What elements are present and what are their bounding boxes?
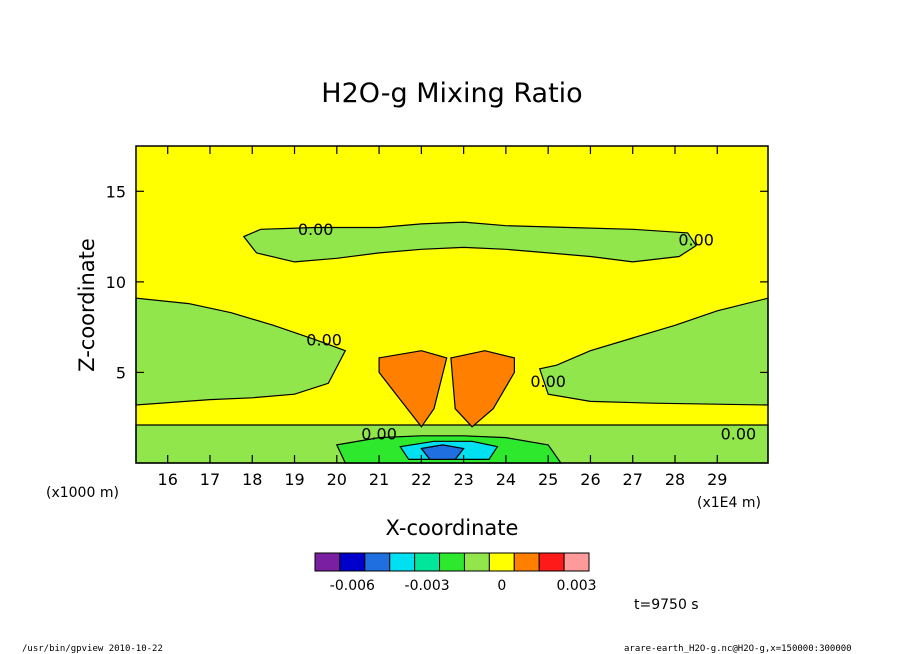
colorbar-swatch bbox=[414, 552, 441, 572]
contour-label: 0.00 bbox=[306, 330, 342, 349]
contour-region-1 bbox=[538, 297, 769, 406]
contour-region-2 bbox=[242, 221, 697, 263]
x-axis-title: X-coordinate bbox=[386, 516, 519, 540]
colorbar-swatch bbox=[389, 552, 416, 572]
contour-label: 0.00 bbox=[530, 372, 566, 391]
plot-area: 0.00 0.00 0.00 0.00 0.00 0.00 bbox=[135, 146, 769, 464]
y-tick-label: 5 bbox=[116, 363, 126, 382]
contour-label: 0.00 bbox=[678, 231, 714, 250]
colorbar: -0.006 -0.003 0 0.003 bbox=[314, 552, 597, 594]
colorbar-label: 0.003 bbox=[556, 578, 596, 594]
footer-right: arare-earth_H2O-g.nc@H2O-g,x=150000:3000… bbox=[624, 644, 852, 654]
footer-left: /usr/bin/gpview 2010-10-22 bbox=[22, 644, 163, 654]
colorbar-swatch bbox=[538, 552, 565, 572]
colorbar-swatch bbox=[488, 552, 515, 572]
contour-region-6 bbox=[420, 444, 465, 460]
contour-region-8 bbox=[450, 350, 516, 428]
colorbar-swatch bbox=[314, 552, 341, 572]
x-tick-label: 23 bbox=[453, 470, 473, 489]
contour-label: 0.00 bbox=[298, 220, 334, 239]
background-level bbox=[136, 146, 768, 463]
x-tick-label: 18 bbox=[242, 470, 262, 489]
plot-frame bbox=[135, 145, 769, 464]
x-tick-label: 26 bbox=[580, 470, 600, 489]
colorbar-label: -0.003 bbox=[405, 578, 450, 594]
colorbar-swatch bbox=[563, 552, 590, 572]
x-unit-note: (x1E4 m) bbox=[697, 495, 761, 511]
x-tick-label: 17 bbox=[200, 470, 220, 489]
x-tick-label: 28 bbox=[665, 470, 685, 489]
x-tick-label: 16 bbox=[158, 470, 178, 489]
time-label: t=9750 s bbox=[634, 597, 699, 613]
colorbar-swatch bbox=[364, 552, 391, 572]
contour-region-7 bbox=[378, 350, 448, 428]
colorbar-label: 0 bbox=[497, 578, 506, 594]
colorbar-swatch bbox=[439, 552, 465, 572]
x-tick-label: 29 bbox=[707, 470, 727, 489]
colorbar-label: -0.006 bbox=[330, 578, 375, 594]
colorbar-swatch bbox=[339, 552, 366, 572]
x-tick-label: 25 bbox=[538, 470, 558, 489]
x-tick-label: 21 bbox=[369, 470, 389, 489]
x-tick-label: 22 bbox=[411, 470, 431, 489]
x-tick-label: 19 bbox=[284, 470, 304, 489]
x-tick-label: 24 bbox=[496, 470, 516, 489]
colorbar-swatch bbox=[513, 552, 540, 572]
contour-region-0 bbox=[135, 297, 347, 406]
x-tick-label: 20 bbox=[327, 470, 347, 489]
contour-label: 0.00 bbox=[361, 424, 397, 443]
chart-title: H2O-g Mixing Ratio bbox=[321, 78, 582, 109]
y-axis-title: Z-coordinate bbox=[75, 238, 99, 372]
x-tick-label: 27 bbox=[623, 470, 643, 489]
y-unit-note: (x1000 m) bbox=[46, 485, 119, 501]
y-tick-label: 15 bbox=[106, 182, 126, 201]
axes: 16 17 18 19 20 21 22 23 24 25 26 27 28 29 5 10 15 bbox=[106, 145, 769, 489]
y-tick-label: 10 bbox=[106, 273, 126, 292]
contour-label: 0.00 bbox=[721, 424, 757, 443]
colorbar-swatch bbox=[463, 552, 490, 572]
